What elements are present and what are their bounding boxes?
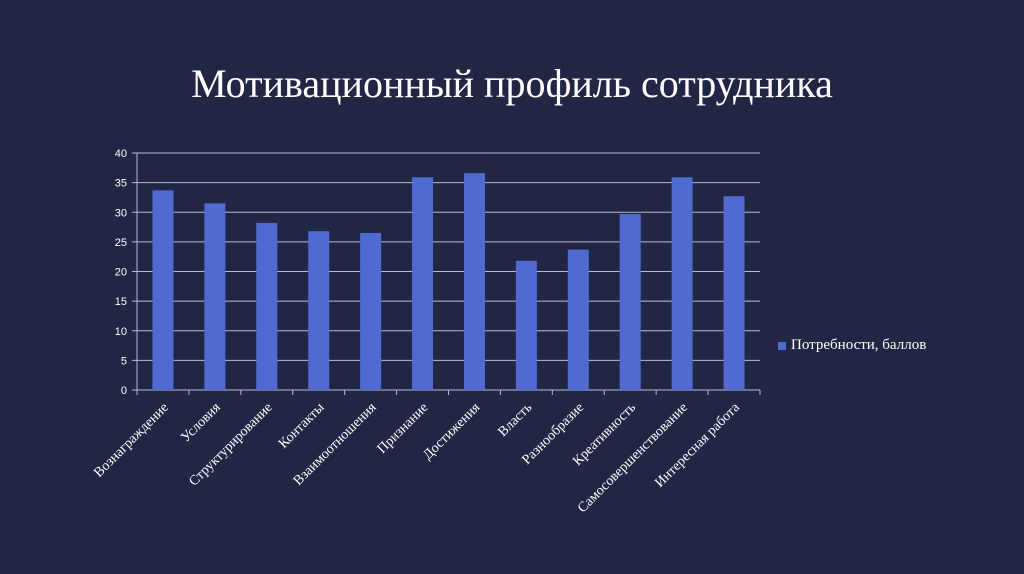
x-tick-label: Признание bbox=[375, 400, 432, 457]
bar bbox=[723, 196, 745, 390]
y-tick-label: 10 bbox=[115, 326, 127, 338]
legend: Потребности, баллов bbox=[778, 337, 926, 354]
bar bbox=[360, 232, 382, 390]
legend-swatch bbox=[778, 341, 786, 350]
bar bbox=[308, 231, 330, 390]
y-tick-label: 15 bbox=[115, 296, 127, 308]
y-tick-label: 40 bbox=[115, 148, 127, 160]
bar bbox=[515, 260, 537, 390]
x-tick-label: Вознаграждение bbox=[91, 400, 171, 480]
axes bbox=[132, 152, 761, 395]
bar bbox=[463, 173, 485, 390]
x-tick-label: Власть bbox=[495, 400, 535, 440]
bar bbox=[412, 177, 434, 390]
bar bbox=[567, 249, 589, 390]
y-tick-label: 35 bbox=[115, 178, 127, 190]
y-tick-label: 5 bbox=[121, 355, 127, 367]
legend-label: Потребности, баллов bbox=[791, 337, 927, 353]
bars bbox=[152, 173, 745, 390]
y-tick-label: 20 bbox=[115, 267, 127, 279]
x-tick-label: Условия bbox=[178, 400, 224, 446]
x-tick-label: Достижения bbox=[420, 400, 483, 463]
bar bbox=[619, 214, 641, 390]
bar bbox=[671, 177, 693, 390]
gridlines bbox=[137, 152, 760, 361]
x-tick-label: Контакты bbox=[276, 400, 328, 452]
bar bbox=[152, 190, 174, 390]
bar bbox=[256, 222, 278, 390]
y-tick-label: 0 bbox=[121, 385, 127, 397]
y-tick-label: 25 bbox=[115, 237, 127, 249]
y-tick-labels: 0 5 10 15 20 25 30 35 40 bbox=[115, 148, 127, 397]
y-tick-label: 30 bbox=[115, 207, 127, 219]
slide-title: Мотивационный профиль сотрудника bbox=[191, 61, 833, 106]
bar bbox=[204, 203, 226, 390]
